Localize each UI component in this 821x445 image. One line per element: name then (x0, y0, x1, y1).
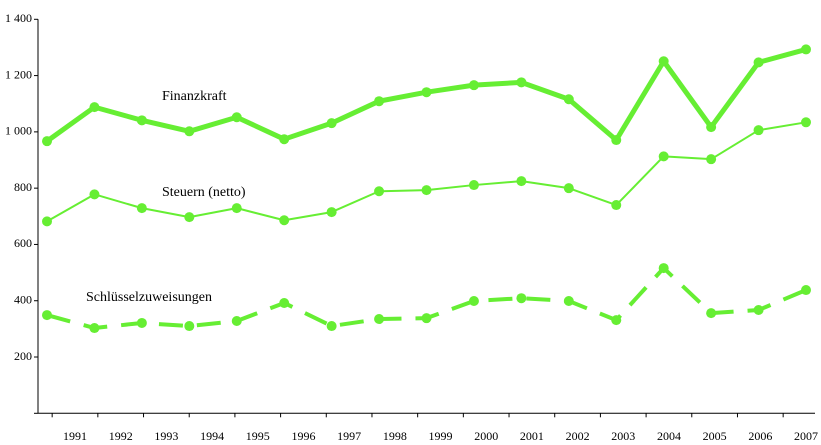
point (231, 203, 242, 214)
x-tick-label: 1998 (383, 429, 407, 443)
point (611, 135, 622, 146)
point (279, 134, 290, 145)
y-tick-label: 1 000 (5, 124, 32, 138)
point (136, 317, 147, 328)
x-tick-label: 1994 (200, 429, 224, 443)
point (468, 80, 479, 91)
point (563, 183, 574, 194)
y-tick-label: 1 400 (5, 11, 32, 25)
x-tick-label: 1992 (109, 429, 133, 443)
point (184, 126, 195, 137)
y-tick-label: 1 200 (5, 67, 32, 81)
point (374, 186, 385, 197)
x-tick-label: 1999 (429, 429, 453, 443)
y-tick-label: 800 (14, 180, 32, 194)
point (184, 321, 195, 332)
x-tick-label: 2003 (611, 429, 635, 443)
point (516, 176, 527, 187)
point (184, 212, 195, 223)
point (421, 185, 432, 196)
point (658, 263, 669, 274)
point (706, 122, 717, 133)
point (326, 118, 337, 129)
x-tick-label: 1993 (154, 429, 178, 443)
x-tick-label: 2000 (474, 429, 498, 443)
point (468, 180, 479, 191)
y-tick-label: 400 (14, 292, 32, 306)
point (421, 87, 432, 98)
point (89, 102, 100, 113)
point (753, 305, 764, 316)
x-tick-label: 1997 (337, 429, 361, 443)
point (279, 215, 290, 226)
point (231, 112, 242, 123)
x-tick-label: 2002 (566, 429, 590, 443)
series-line (46, 121, 807, 223)
point (136, 115, 147, 126)
point (801, 44, 811, 55)
point (611, 315, 622, 326)
point (611, 200, 622, 211)
y-tick-label: 200 (14, 349, 32, 363)
point (563, 94, 574, 105)
point (42, 136, 52, 147)
point (374, 96, 385, 107)
series-label: Steuern (netto) (162, 185, 246, 200)
x-tick-label: 2005 (703, 429, 727, 443)
series-label: Finanzkraft (162, 89, 227, 104)
point (658, 56, 669, 67)
x-tick-label: 2004 (657, 429, 681, 443)
point (136, 203, 147, 214)
x-tick-label: 2007 (794, 429, 818, 443)
point (563, 296, 574, 307)
point (801, 285, 811, 296)
point (374, 314, 385, 325)
point (421, 313, 432, 324)
point (658, 151, 669, 162)
point (231, 315, 242, 326)
x-tick-label: 1996 (291, 429, 315, 443)
point (279, 297, 290, 308)
point (753, 125, 764, 136)
point (326, 321, 337, 332)
point (706, 308, 717, 319)
point (516, 77, 527, 88)
x-tick-label: 2001 (520, 429, 544, 443)
point (516, 293, 527, 304)
point (706, 154, 717, 165)
series-label: Schlüsselzuweisungen (86, 290, 212, 305)
point (42, 310, 52, 321)
point (326, 207, 337, 218)
x-tick-label: 1991 (63, 429, 87, 443)
point (468, 296, 479, 307)
point (89, 189, 100, 200)
point (89, 323, 100, 334)
x-tick-label: 1995 (246, 429, 270, 443)
y-tick-label: 600 (14, 236, 32, 250)
point (753, 57, 764, 68)
point (42, 216, 52, 227)
x-tick-label: 2006 (748, 429, 772, 443)
point (801, 117, 811, 128)
